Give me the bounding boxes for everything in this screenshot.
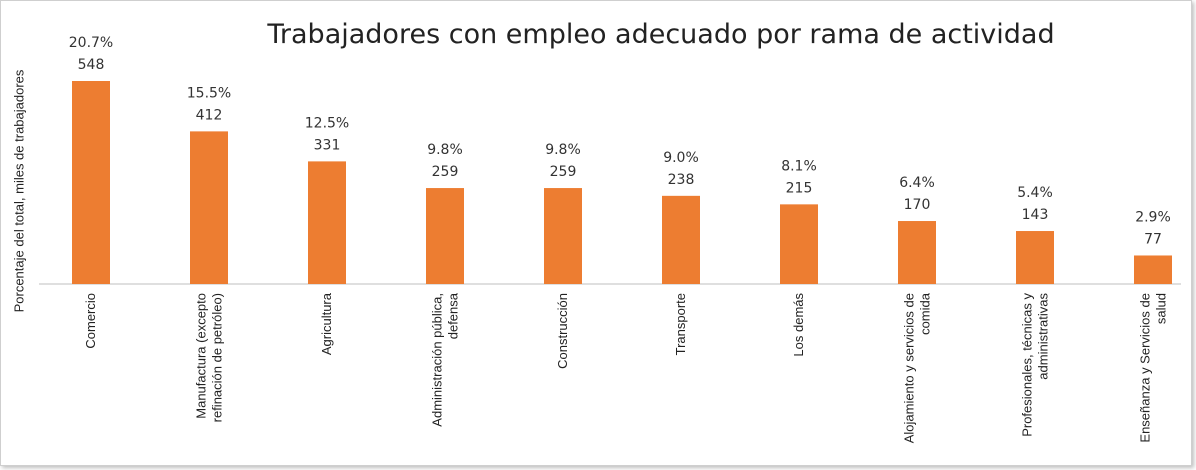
share-label: 12.5% <box>305 115 349 131</box>
x-tick-label: Transporte <box>673 293 689 356</box>
x-tick-label: Agricultura <box>319 293 335 356</box>
x-tick-label: Enseñanza y Servicios de salud <box>1137 293 1168 443</box>
share-label: 9.8% <box>545 142 581 158</box>
x-tick-label: Construcción <box>555 293 571 369</box>
x-tick-label: Profesionales, técnicas y administrativa… <box>1019 293 1050 437</box>
value-label: 215 <box>786 180 813 196</box>
value-label: 259 <box>550 164 577 180</box>
bar <box>72 81 110 284</box>
bar <box>544 188 582 284</box>
bar <box>308 161 346 284</box>
value-label: 238 <box>668 172 695 188</box>
bar <box>898 221 936 284</box>
value-label: 77 <box>1144 231 1162 247</box>
bar <box>662 195 700 284</box>
x-tick-label: Alojamiento y servicios de comida <box>901 293 932 444</box>
share-label: 20.7% <box>69 35 113 51</box>
x-tick-label: Administración pública, defensa <box>429 293 460 427</box>
bar <box>780 204 818 284</box>
value-label: 548 <box>78 57 105 73</box>
value-label: 412 <box>196 107 223 123</box>
bar <box>1134 255 1172 284</box>
chart-title: Trabajadores con empleo adecuado por ram… <box>266 19 1054 50</box>
x-tick-label: Los demás <box>791 293 807 357</box>
bar <box>190 131 228 284</box>
share-label: 5.4% <box>1017 185 1053 201</box>
value-label: 143 <box>1022 207 1049 223</box>
x-tick-label: Comercio <box>83 293 99 349</box>
share-label: 8.1% <box>781 158 817 174</box>
share-label: 2.9% <box>1135 209 1171 225</box>
bar <box>426 188 464 284</box>
value-label: 170 <box>904 197 931 213</box>
share-label: 6.4% <box>899 175 935 191</box>
y-axis-label: Porcentaje del total, miles de trabajado… <box>11 69 27 313</box>
bar <box>1016 231 1054 284</box>
share-label: 9.8% <box>427 142 463 158</box>
x-tick-label: Manufactura (excepto refinación de petró… <box>193 293 224 423</box>
value-label: 331 <box>314 137 341 153</box>
value-label: 259 <box>432 164 459 180</box>
share-label: 15.5% <box>187 85 231 101</box>
share-label: 9.0% <box>663 150 699 166</box>
